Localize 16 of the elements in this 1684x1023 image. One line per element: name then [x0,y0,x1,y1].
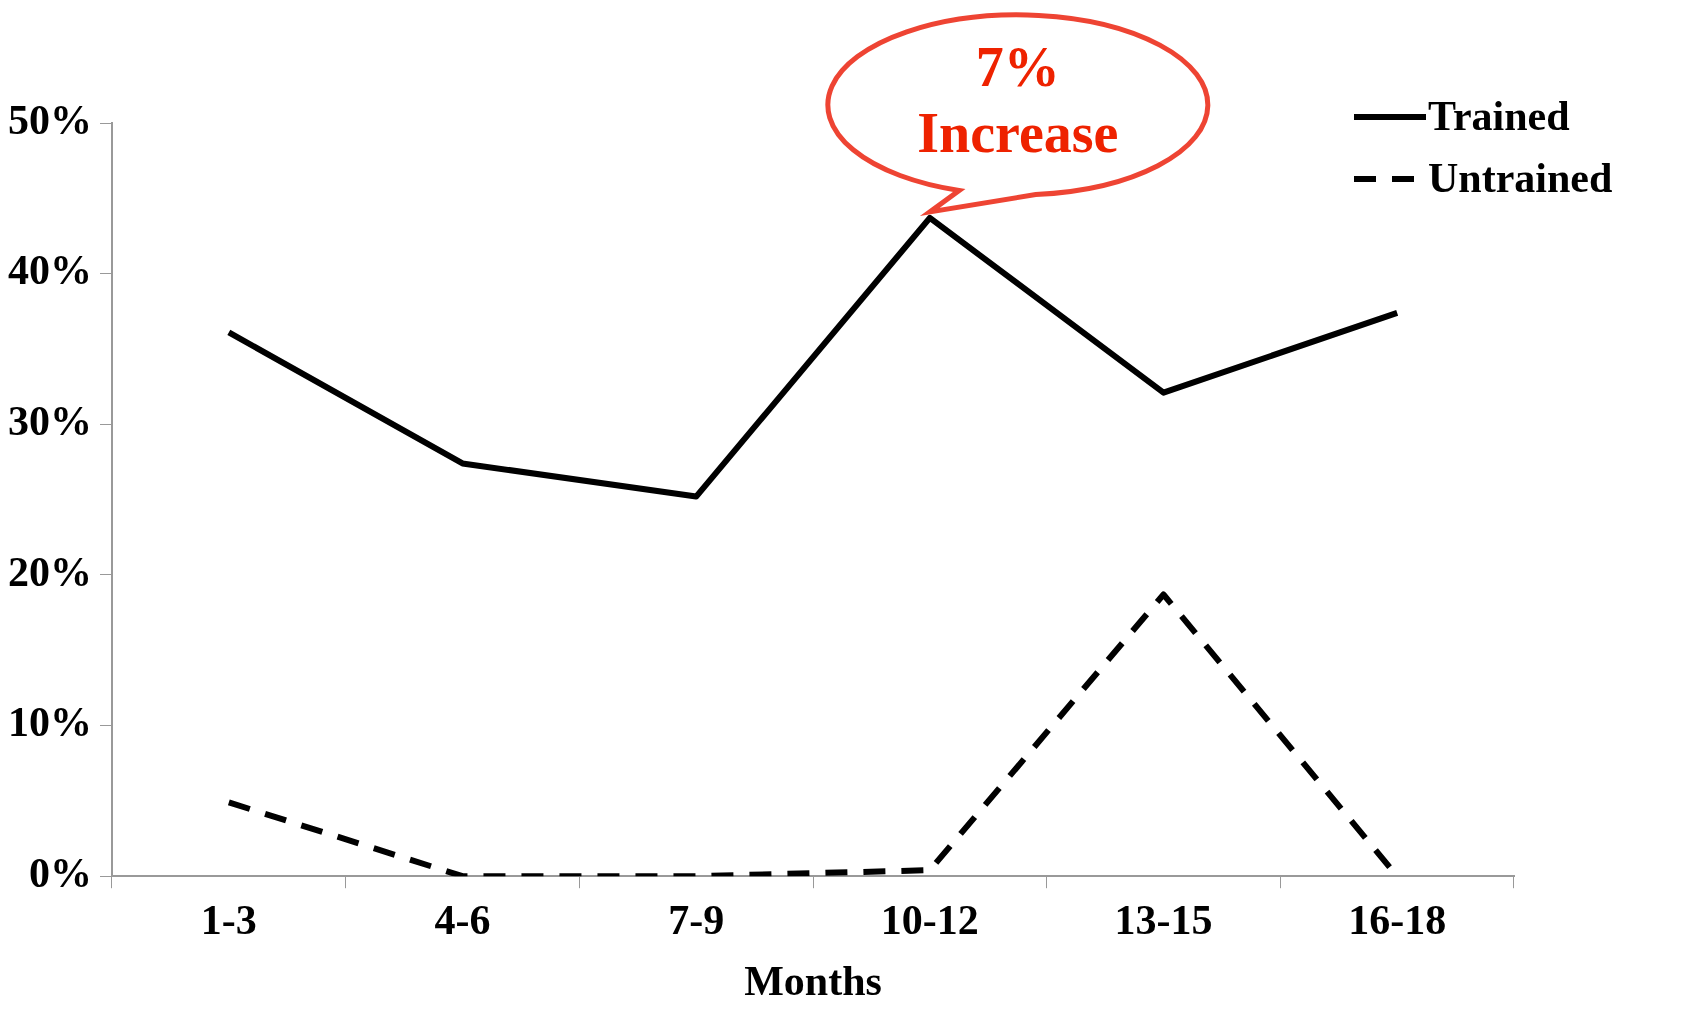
y-tick-label: 0% [29,850,92,897]
legend-label: Trained [1428,92,1570,139]
y-tick-label: 20% [8,548,92,595]
y-tick-label: 10% [8,699,92,746]
x-axis-title: Months [744,957,882,1004]
y-tick-label: 30% [8,398,92,445]
legend-label: Untrained [1428,154,1613,201]
x-tick-label: 7-9 [668,897,725,944]
y-tick-label: 50% [8,96,92,143]
annotation: 7% Increase [917,36,1119,165]
x-tick-label: 4-6 [434,897,491,944]
x-tick-label: 10-12 [880,897,979,944]
x-tick-label: 13-15 [1114,897,1213,944]
x-tick-label: 1-3 [200,897,257,944]
x-tick-label: 16-18 [1348,897,1447,944]
y-tick-label: 40% [8,247,92,294]
